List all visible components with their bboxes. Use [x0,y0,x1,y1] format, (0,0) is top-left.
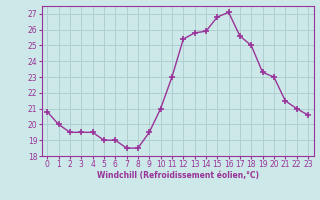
X-axis label: Windchill (Refroidissement éolien,°C): Windchill (Refroidissement éolien,°C) [97,171,259,180]
